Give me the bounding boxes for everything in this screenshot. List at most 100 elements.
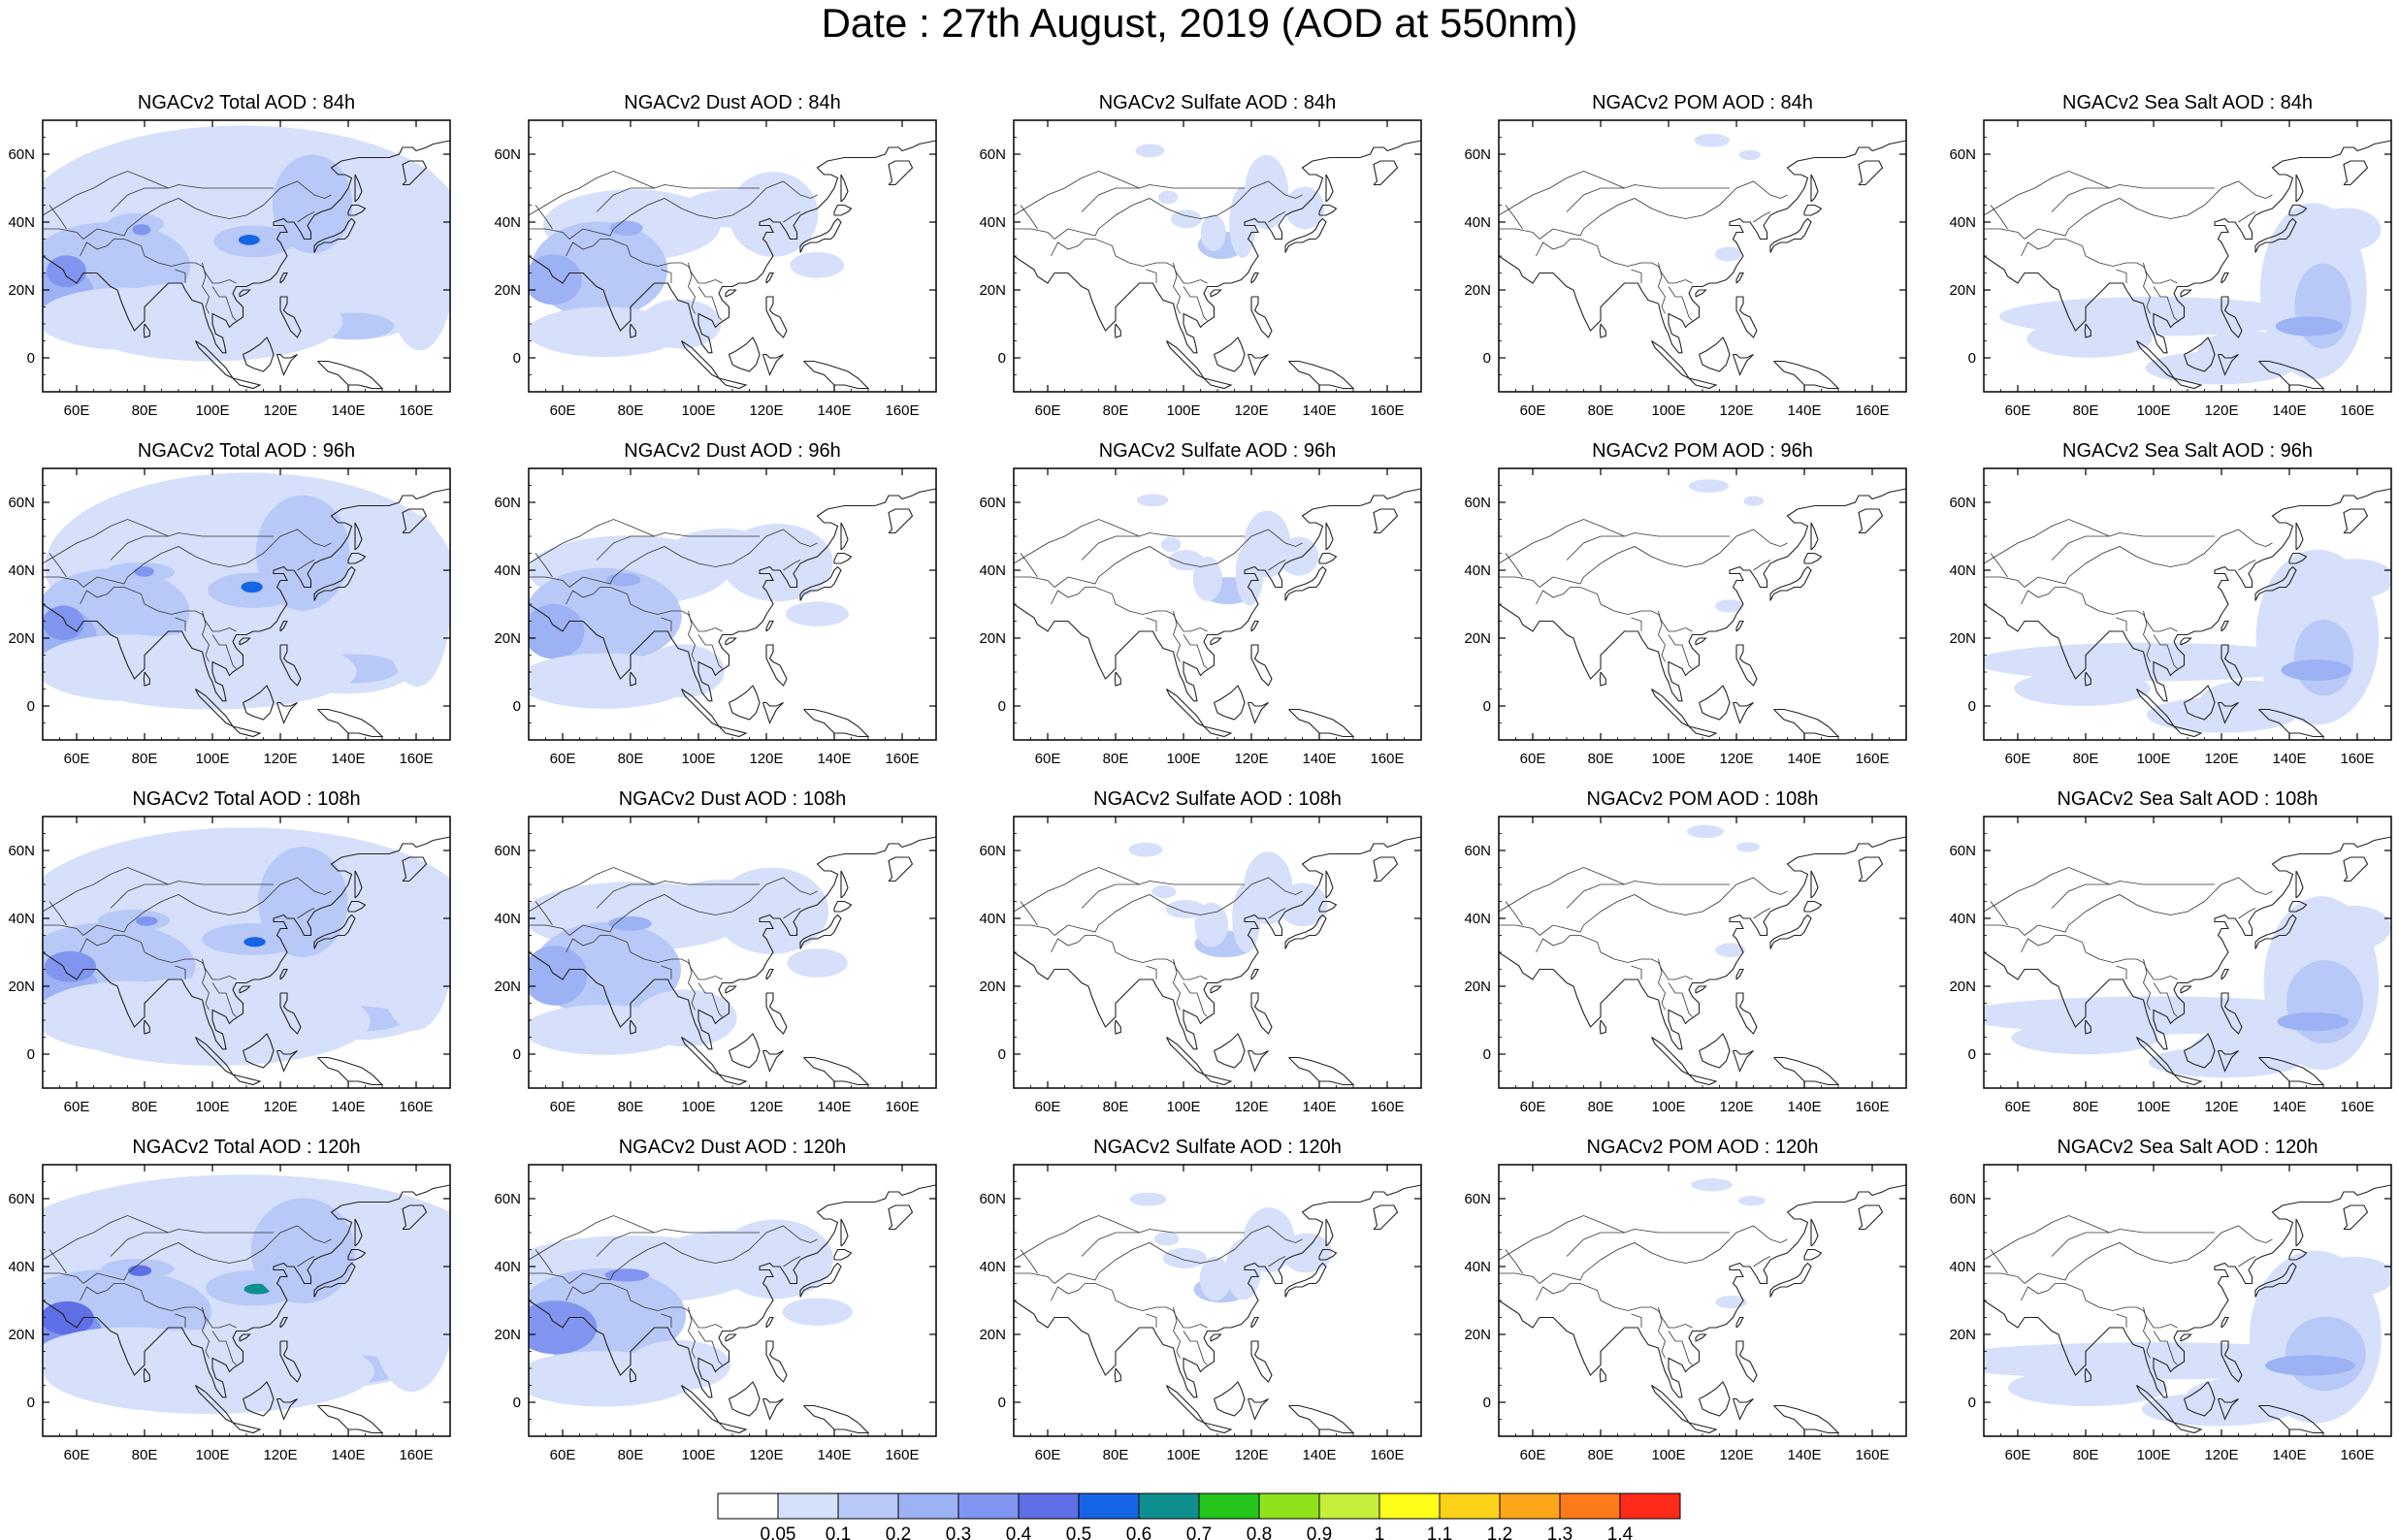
- aod-fill: [1129, 1192, 1167, 1206]
- coastline: [1166, 1037, 1206, 1076]
- country-border: [1658, 262, 1666, 314]
- country-border: [1146, 1313, 1157, 1328]
- coastline: [2221, 272, 2229, 284]
- lon-tick-label: 60E: [1520, 1099, 1546, 1115]
- country-border: [529, 228, 570, 240]
- coastline: [1858, 1204, 1884, 1231]
- coastline: [1735, 1340, 1758, 1383]
- aod-fill: [1162, 1247, 1208, 1268]
- coastline: [279, 272, 288, 284]
- country-border: [202, 958, 210, 1011]
- coastline: [799, 217, 842, 253]
- lat-tick-label: 20N: [1464, 282, 1491, 299]
- lon-tick-label: 120E: [1719, 751, 1753, 767]
- coastline: [2221, 644, 2243, 687]
- country-border: [1014, 1215, 1140, 1261]
- lon-tick-label: 100E: [681, 751, 715, 767]
- lat-tick-label: 0: [1968, 1395, 1976, 1411]
- lat-tick-label: 20N: [1949, 979, 1976, 995]
- coastline: [313, 565, 356, 601]
- lon-tick-label: 100E: [1651, 1099, 1685, 1115]
- map-background: [1499, 817, 1906, 1088]
- country-border: [110, 881, 274, 909]
- map-area: [43, 1165, 450, 1436]
- lon-tick-label: 160E: [2340, 1447, 2374, 1463]
- country-border: [1081, 881, 1245, 909]
- coastline: [840, 1218, 849, 1247]
- country-border: [80, 239, 237, 284]
- country-border: [1668, 286, 1693, 321]
- coastline: [1769, 565, 1812, 601]
- coastline: [276, 353, 298, 376]
- lon-tick-label: 100E: [681, 1099, 715, 1115]
- country-border: [43, 1215, 169, 1261]
- lat-tick-label: 0: [998, 1046, 1006, 1063]
- coastline: [1984, 488, 2391, 702]
- country-border: [1054, 529, 1303, 588]
- coastline: [803, 360, 870, 390]
- lon-tick-label: 160E: [1855, 1447, 1889, 1463]
- colorbar-label: 0.7: [1186, 1524, 1212, 1540]
- coastline: [1735, 620, 1744, 632]
- aod-fill: [782, 1298, 853, 1327]
- lon-tick-label: 100E: [1166, 751, 1200, 767]
- colorbar-label: 1.3: [1547, 1524, 1572, 1540]
- aod-fill: [368, 1208, 450, 1393]
- coastline: [1651, 1037, 1691, 1076]
- map-panel: NGACv2 POM AOD : 96h 60E 80E 100E 120E 140E 16…: [1464, 440, 1907, 767]
- map-panel: NGACv2 Sea Salt AOD : 108h 60E 80E 100E 120E…: [1949, 788, 2392, 1115]
- aod-fill: [1688, 479, 1730, 493]
- aod-fill: [1686, 824, 1725, 839]
- country-border: [1051, 587, 1208, 632]
- coastline: [1288, 1056, 1355, 1086]
- map-background: [1499, 1165, 1906, 1436]
- coastline: [888, 508, 914, 534]
- coastline: [2221, 1340, 2243, 1383]
- lon-tick-label: 120E: [1719, 1447, 1753, 1463]
- coastline: [2183, 337, 2216, 372]
- coastline: [1810, 1218, 1819, 1247]
- country-border: [1753, 560, 1771, 571]
- country-border: [2143, 610, 2151, 662]
- lon-tick-label: 140E: [331, 1099, 365, 1115]
- country-border: [1499, 924, 1540, 936]
- country-border: [529, 576, 570, 588]
- coastline: [1318, 552, 1338, 564]
- coastline: [2180, 1333, 2192, 1342]
- country-border: [1990, 1249, 2008, 1274]
- country-border: [1566, 1229, 1730, 1257]
- aod-fill: [2313, 1256, 2391, 1297]
- country-border: [783, 211, 801, 223]
- lon-tick-label: 60E: [1520, 402, 1546, 419]
- coastline: [1773, 1056, 1840, 1086]
- coastline: [1810, 522, 1819, 551]
- coastline: [1318, 204, 1338, 216]
- aod-fill: [1738, 1196, 1766, 1206]
- coastline: [232, 1422, 262, 1434]
- coastline: [1651, 1385, 1691, 1425]
- coastline: [765, 272, 774, 284]
- lat-tick-label: 40N: [494, 1259, 521, 1275]
- map-panel: NGACv2 Sulfate AOD : 96h 60E 80E 100E 120E 14…: [979, 440, 1422, 767]
- country-border: [1984, 519, 2110, 564]
- coastline: [629, 1019, 636, 1035]
- country-border: [783, 1256, 801, 1267]
- coastline: [2258, 708, 2325, 738]
- lon-tick-label: 120E: [263, 1099, 297, 1115]
- aod-fill: [2026, 320, 2153, 358]
- lon-tick-label: 120E: [749, 1099, 783, 1115]
- coastline: [242, 1033, 275, 1069]
- coastline: [1247, 1049, 1269, 1073]
- aod-fill: [250, 1198, 355, 1304]
- colorbar: 0.05 0.1 0.2 0.3 0.4 0.5 0.6 0.7 0.8 0.9 1 1.1 1.2 1.…: [717, 1492, 1681, 1540]
- panel-title: NGACv2 Dust AOD : 96h: [624, 440, 840, 462]
- aod-fill: [2318, 905, 2391, 950]
- map-area: [1984, 817, 2391, 1088]
- lon-tick-label: 160E: [399, 1099, 433, 1115]
- coastline: [799, 914, 842, 949]
- coastline: [2084, 1019, 2091, 1035]
- country-border: [43, 519, 169, 564]
- map-panel: NGACv2 Dust AOD : 120h 60E 80E 100E 120E 140E…: [494, 1137, 937, 1463]
- coastline: [1803, 900, 1823, 913]
